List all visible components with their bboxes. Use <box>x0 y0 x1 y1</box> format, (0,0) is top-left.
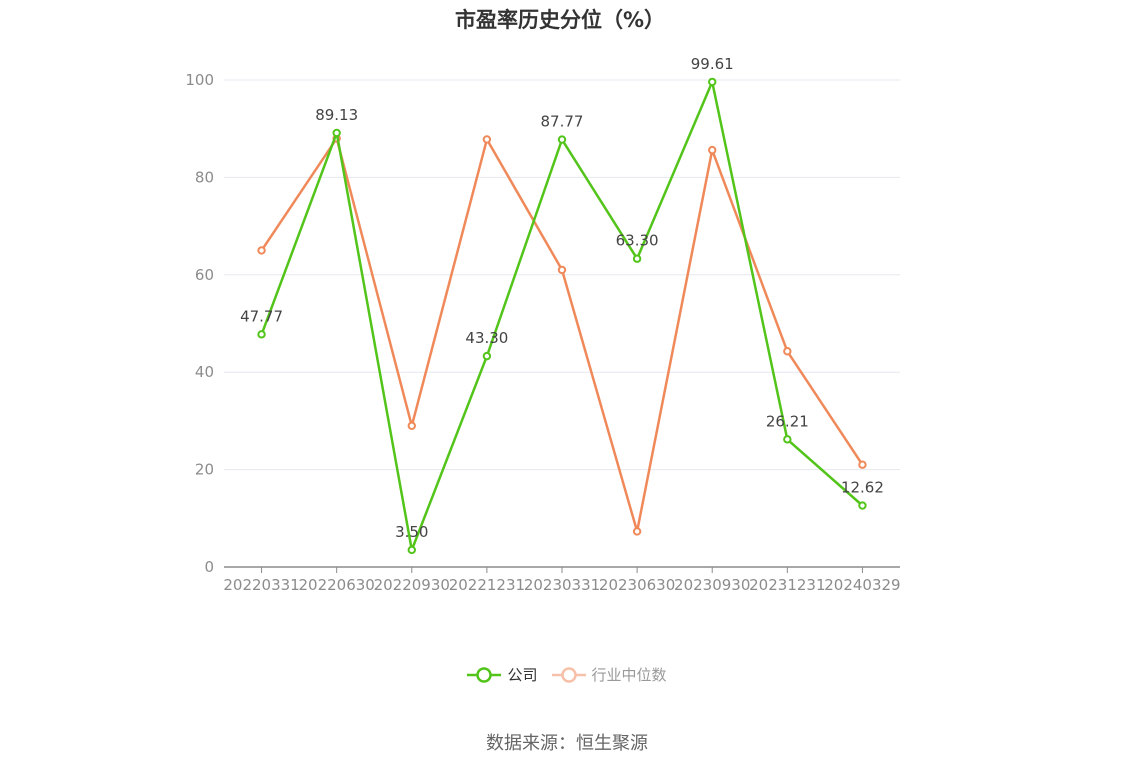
data-labels: 47.77 89.13 3.50 43.30 87.77 63.30 99.61 26.21 1… <box>240 55 884 541</box>
point-industry <box>257 246 266 255</box>
data-label-company: 3.50 <box>395 523 428 541</box>
x-tick-label: 20230630 <box>599 576 675 594</box>
data-label-company: 47.77 <box>240 307 283 325</box>
data-label-company: 89.13 <box>315 106 358 124</box>
point-company <box>257 330 266 339</box>
data-label-company: 43.30 <box>465 329 508 347</box>
x-tick-label: 20221231 <box>449 576 525 594</box>
series-lines <box>257 77 867 555</box>
legend-item-industry[interactable]: 行业中位数 <box>551 664 667 685</box>
point-company <box>482 351 492 361</box>
legend-company-marker-icon <box>467 666 502 683</box>
point-industry <box>407 421 416 430</box>
grid-lines <box>224 79 900 471</box>
point-company <box>632 254 642 263</box>
data-label-company: 12.62 <box>841 479 884 497</box>
y-tick-label: 80 <box>195 168 214 186</box>
source-note: 数据来源：恒生聚源 <box>486 733 648 754</box>
y-tick-label: 60 <box>195 266 214 284</box>
point-company <box>557 135 567 144</box>
data-label-company: 87.77 <box>541 113 584 131</box>
legend-industry-label: 行业中位数 <box>591 666 667 684</box>
x-tick-label: 20220331 <box>223 576 299 594</box>
point-company <box>708 77 717 87</box>
legend-company-label: 公司 <box>507 666 538 684</box>
point-industry <box>482 135 492 144</box>
point-company <box>783 435 792 444</box>
point-company <box>332 128 341 138</box>
legend-industry-marker-icon <box>551 666 586 683</box>
legend: 公司 行业中位数 <box>0 664 1134 685</box>
data-label-company: 26.21 <box>766 412 809 430</box>
x-tick-label: 20240329 <box>824 576 900 594</box>
y-tick-label: 40 <box>195 363 214 381</box>
point-industry <box>783 347 792 356</box>
x-tick-label: 20231231 <box>749 576 825 594</box>
data-label-company: 63.30 <box>616 232 659 250</box>
series-line-industry <box>260 137 864 533</box>
point-industry <box>708 145 717 155</box>
point-company <box>407 545 416 555</box>
point-company <box>858 501 867 510</box>
point-industry <box>632 527 642 536</box>
x-tick-label: 20220630 <box>298 576 374 594</box>
point-industry <box>858 460 867 469</box>
y-tick-label: 20 <box>195 461 214 479</box>
x-tick-label: 20220930 <box>374 576 450 594</box>
x-tick-label: 20230930 <box>674 576 750 594</box>
point-industry <box>557 265 567 275</box>
chart-title: 市盈率历史分位（%） <box>454 8 666 32</box>
y-tick-label: 0 <box>204 558 214 576</box>
x-tick-label: 20230331 <box>524 576 600 594</box>
y-tick-label: 100 <box>185 71 214 89</box>
axes: 0 20 40 60 80 100 2022033120220630202209302022… <box>185 71 900 594</box>
series-line-company <box>260 80 864 552</box>
data-label-company: 99.61 <box>691 55 734 73</box>
legend-item-company[interactable]: 公司 <box>467 664 538 685</box>
